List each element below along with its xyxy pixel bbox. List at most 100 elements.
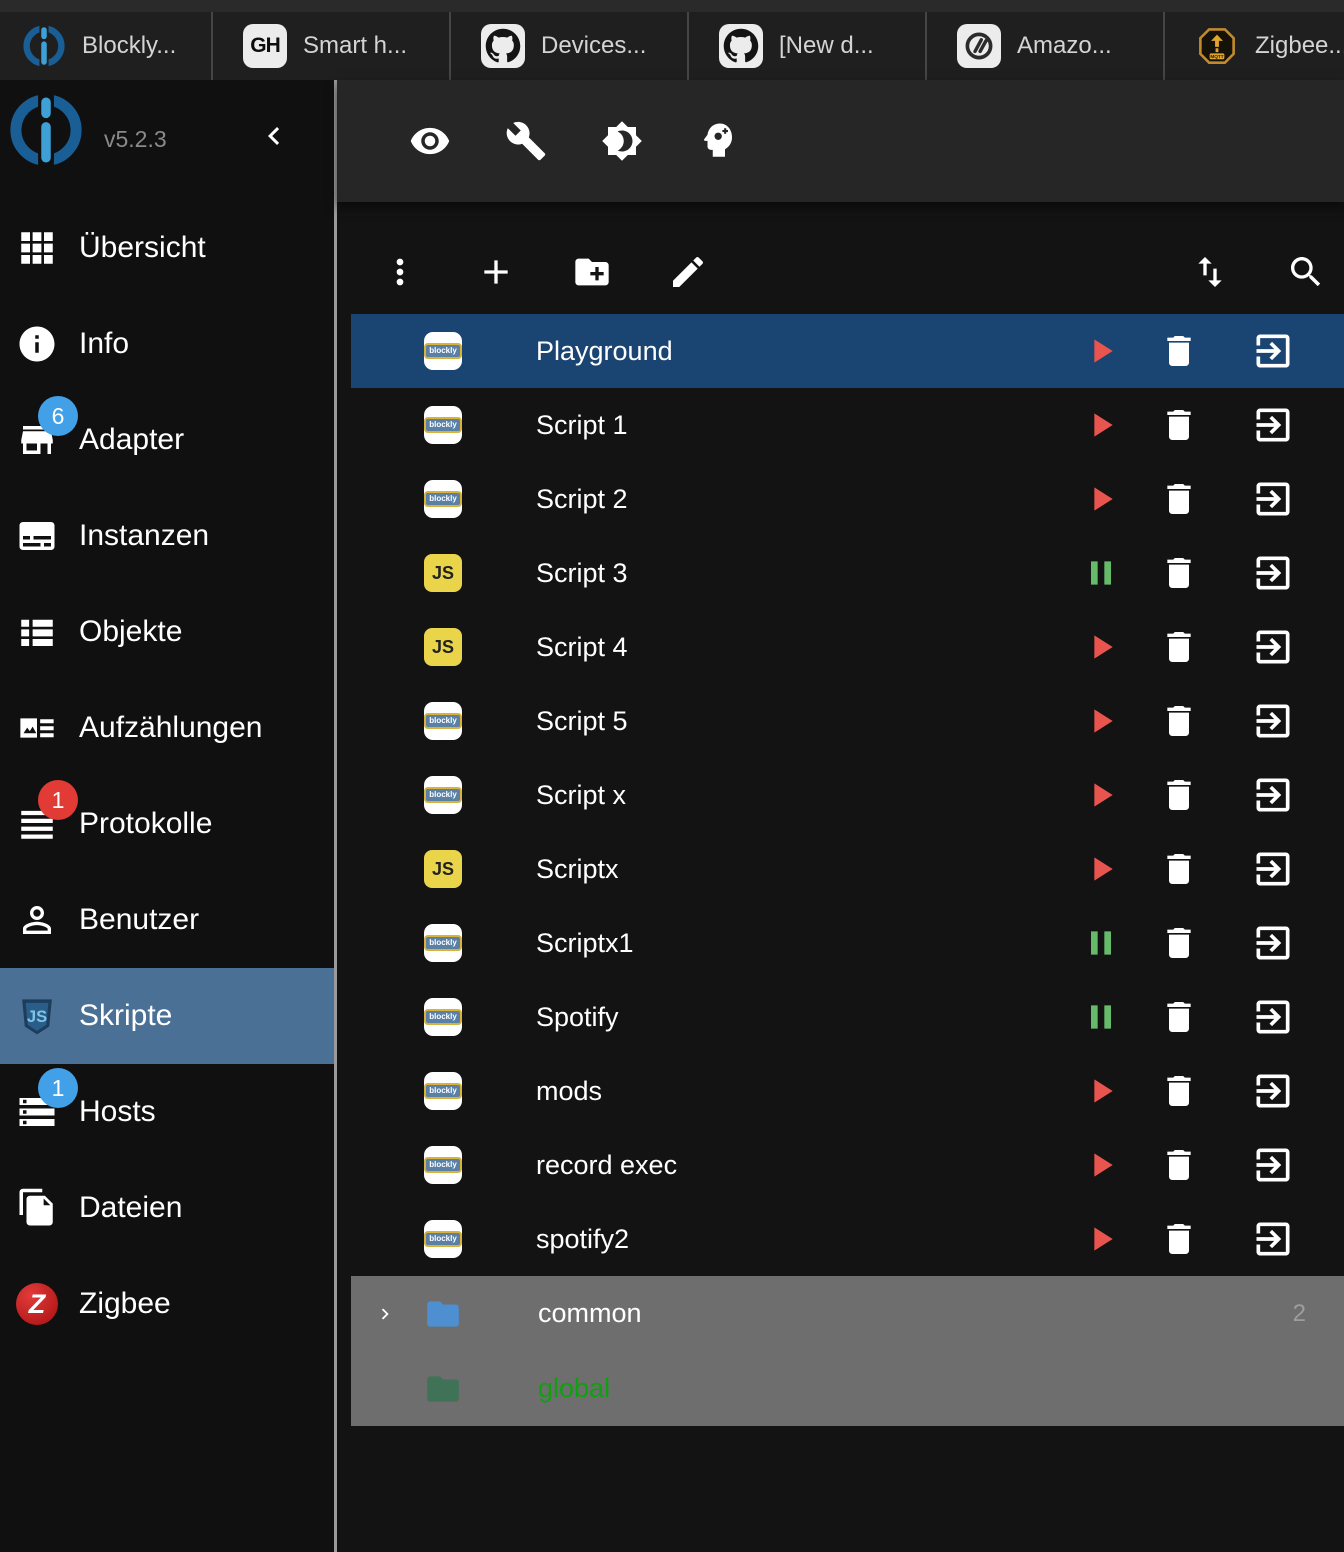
pause-icon[interactable] bbox=[1081, 997, 1121, 1037]
export-script-button[interactable] bbox=[1251, 773, 1295, 817]
alexa-icon bbox=[957, 24, 1001, 68]
script-row[interactable]: blockly spotify2 bbox=[351, 1202, 1344, 1276]
delete-script-button[interactable] bbox=[1159, 701, 1199, 741]
sidebar-item-label: Adapter bbox=[79, 423, 185, 456]
delete-script-button[interactable] bbox=[1159, 331, 1199, 371]
script-name: Script 5 bbox=[536, 705, 628, 736]
browser-tab[interactable]: Amazo... bbox=[927, 12, 1165, 80]
script-row[interactable]: blockly Scriptx1 bbox=[351, 906, 1344, 980]
delete-script-button[interactable] bbox=[1159, 849, 1199, 889]
js-shield-icon: JS bbox=[16, 995, 58, 1037]
visibility-icon[interactable] bbox=[409, 120, 451, 162]
script-row[interactable]: blockly Playground bbox=[351, 314, 1344, 388]
add-script-icon[interactable] bbox=[476, 252, 516, 292]
collapse-sidebar-button[interactable] bbox=[256, 118, 292, 154]
zigbee-icon: Z bbox=[16, 1283, 58, 1325]
delete-script-button[interactable] bbox=[1159, 405, 1199, 445]
sidebar-item[interactable]: Dateien bbox=[0, 1160, 334, 1256]
script-row[interactable]: blockly Script 2 bbox=[351, 462, 1344, 536]
delete-script-button[interactable] bbox=[1159, 775, 1199, 815]
script-name: Playground bbox=[536, 335, 673, 366]
pause-icon[interactable] bbox=[1081, 923, 1121, 963]
sidebar-item[interactable]: JS Skripte bbox=[0, 968, 334, 1064]
play-icon[interactable] bbox=[1081, 627, 1121, 667]
export-script-button[interactable] bbox=[1251, 477, 1295, 521]
js-icon: JS bbox=[424, 554, 462, 592]
export-script-button[interactable] bbox=[1251, 847, 1295, 891]
play-icon[interactable] bbox=[1081, 1145, 1121, 1185]
browser-tab[interactable]: MQTT Zigbee... bbox=[1165, 12, 1344, 80]
browser-tab[interactable]: GH Smart h... bbox=[213, 12, 451, 80]
play-icon[interactable] bbox=[1081, 701, 1121, 741]
export-script-button[interactable] bbox=[1251, 995, 1295, 1039]
sidebar-item[interactable]: 6 Adapter bbox=[0, 392, 334, 488]
export-script-button[interactable] bbox=[1251, 329, 1295, 373]
delete-script-button[interactable] bbox=[1159, 997, 1199, 1037]
script-row[interactable]: blockly Script 5 bbox=[351, 684, 1344, 758]
sidebar-item[interactable]: 1 Hosts bbox=[0, 1064, 334, 1160]
new-folder-icon[interactable] bbox=[572, 252, 612, 292]
play-icon[interactable] bbox=[1081, 405, 1121, 445]
export-script-button[interactable] bbox=[1251, 921, 1295, 965]
script-row[interactable]: JS Script 3 bbox=[351, 536, 1344, 610]
build-icon[interactable] bbox=[505, 120, 547, 162]
play-icon[interactable] bbox=[1081, 331, 1121, 371]
script-name: Spotify bbox=[536, 1001, 619, 1032]
sidebar-item-label: Hosts bbox=[79, 1095, 156, 1128]
sidebar-item[interactable]: Aufzählungen bbox=[0, 680, 334, 776]
export-script-button[interactable] bbox=[1251, 1069, 1295, 1113]
sidebar-item[interactable]: Objekte bbox=[0, 584, 334, 680]
export-script-button[interactable] bbox=[1251, 551, 1295, 595]
folder-row[interactable]: common 2 bbox=[351, 1276, 1344, 1351]
export-script-button[interactable] bbox=[1251, 1143, 1295, 1187]
blockly-icon: blockly bbox=[424, 406, 462, 444]
browser-tab[interactable]: Devices... bbox=[451, 12, 689, 80]
script-row[interactable]: JS Script 4 bbox=[351, 610, 1344, 684]
sidebar-item[interactable]: Instanzen bbox=[0, 488, 334, 584]
pause-icon[interactable] bbox=[1081, 553, 1121, 593]
delete-script-button[interactable] bbox=[1159, 479, 1199, 519]
export-script-button[interactable] bbox=[1251, 625, 1295, 669]
script-row[interactable]: blockly Script x bbox=[351, 758, 1344, 832]
browser-tab[interactable]: Blockly... bbox=[0, 12, 213, 80]
search-icon[interactable] bbox=[1286, 252, 1326, 292]
script-row-actions bbox=[1081, 995, 1344, 1039]
play-icon[interactable] bbox=[1081, 849, 1121, 889]
expert-mode-icon[interactable] bbox=[697, 120, 739, 162]
blockly-icon: blockly bbox=[424, 480, 462, 518]
play-icon[interactable] bbox=[1081, 1071, 1121, 1111]
script-name: Script 3 bbox=[536, 557, 628, 588]
delete-script-button[interactable] bbox=[1159, 553, 1199, 593]
chevron-right-icon[interactable] bbox=[374, 1300, 396, 1328]
export-script-button[interactable] bbox=[1251, 1217, 1295, 1261]
sidebar-item[interactable]: Info bbox=[0, 296, 334, 392]
play-icon[interactable] bbox=[1081, 1219, 1121, 1259]
delete-script-button[interactable] bbox=[1159, 923, 1199, 963]
script-row[interactable]: blockly record exec bbox=[351, 1128, 1344, 1202]
play-icon[interactable] bbox=[1081, 479, 1121, 519]
sidebar-item[interactable]: Übersicht bbox=[0, 200, 334, 296]
export-script-button[interactable] bbox=[1251, 699, 1295, 743]
sidebar-item[interactable]: Z Zigbee bbox=[0, 1256, 334, 1352]
more-vert-icon[interactable] bbox=[380, 252, 420, 292]
svg-text:JS: JS bbox=[27, 1007, 47, 1026]
delete-script-button[interactable] bbox=[1159, 1071, 1199, 1111]
expand-folder-button[interactable] bbox=[374, 1375, 396, 1403]
delete-script-button[interactable] bbox=[1159, 1219, 1199, 1259]
script-row[interactable]: blockly Script 1 bbox=[351, 388, 1344, 462]
folder-row[interactable]: global bbox=[351, 1351, 1344, 1426]
brightness-icon[interactable] bbox=[601, 120, 643, 162]
play-icon[interactable] bbox=[1081, 775, 1121, 815]
script-row[interactable]: JS Scriptx bbox=[351, 832, 1344, 906]
export-script-button[interactable] bbox=[1251, 403, 1295, 447]
script-row-actions bbox=[1081, 329, 1344, 373]
edit-icon[interactable] bbox=[668, 252, 708, 292]
sidebar-item[interactable]: 1 Protokolle bbox=[0, 776, 334, 872]
delete-script-button[interactable] bbox=[1159, 627, 1199, 667]
sidebar-item[interactable]: Benutzer bbox=[0, 872, 334, 968]
delete-script-button[interactable] bbox=[1159, 1145, 1199, 1185]
script-row[interactable]: blockly Spotify bbox=[351, 980, 1344, 1054]
script-row[interactable]: blockly mods bbox=[351, 1054, 1344, 1128]
sort-icon[interactable] bbox=[1190, 252, 1230, 292]
browser-tab[interactable]: [New d... bbox=[689, 12, 927, 80]
